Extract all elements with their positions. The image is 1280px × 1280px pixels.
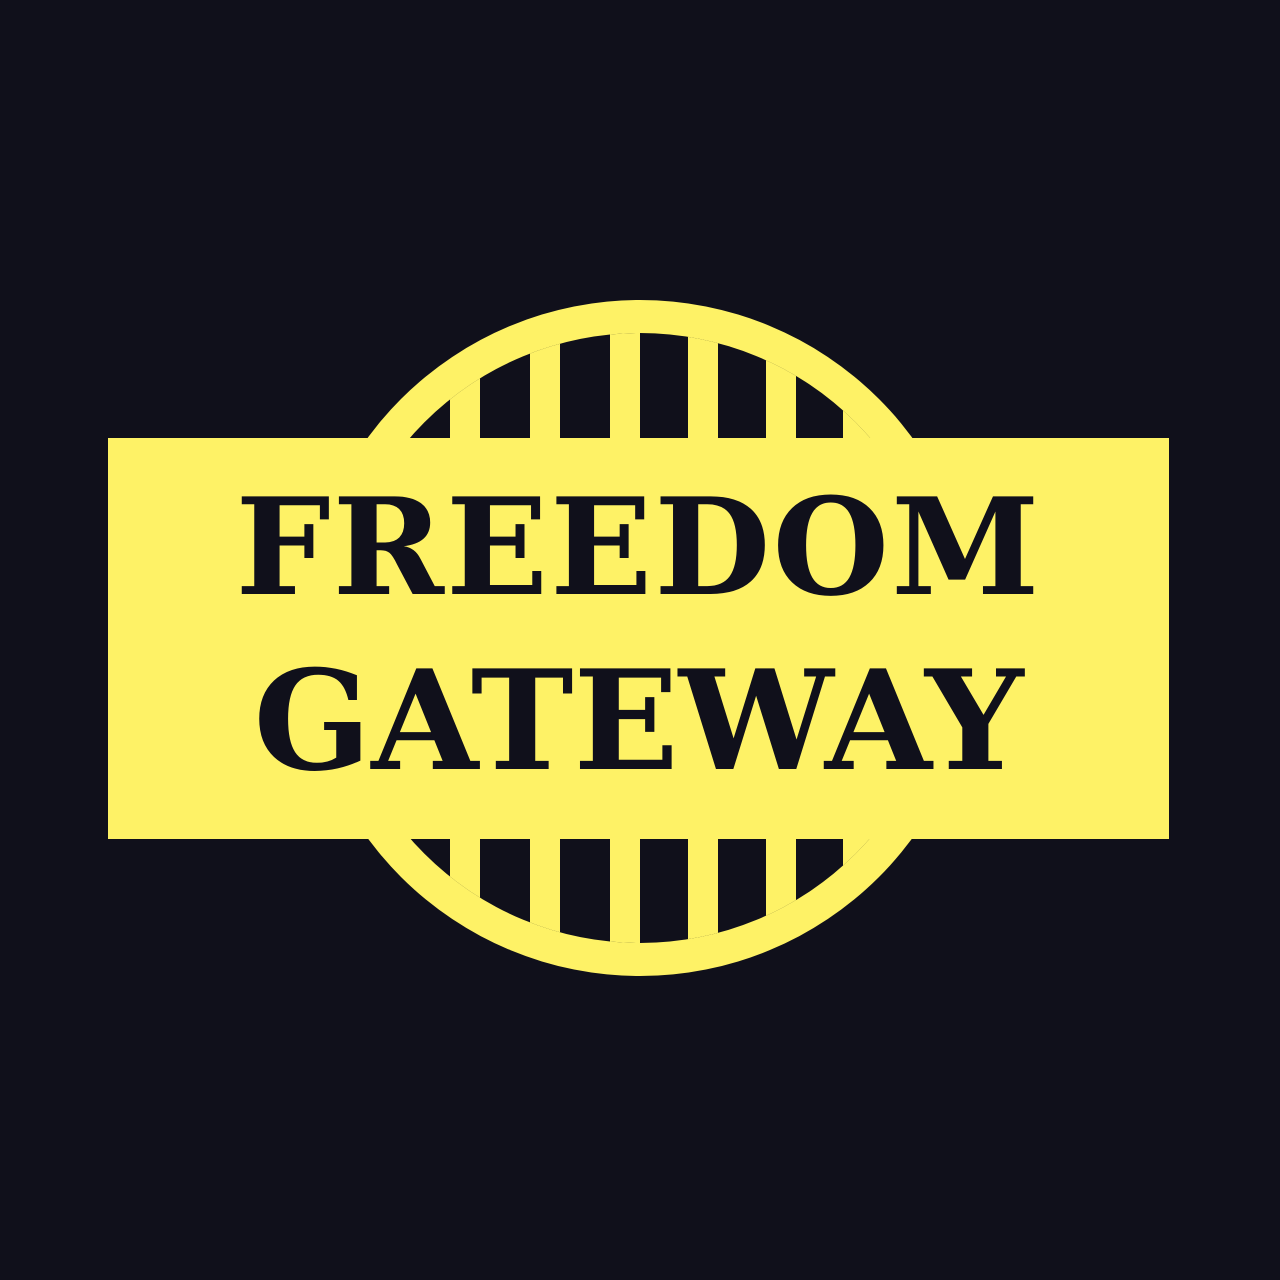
logo-title-line2: GATEWAY xyxy=(253,639,1024,802)
logo-banner xyxy=(108,438,1169,839)
logo-title-line1: FREEDOM xyxy=(235,468,1042,626)
